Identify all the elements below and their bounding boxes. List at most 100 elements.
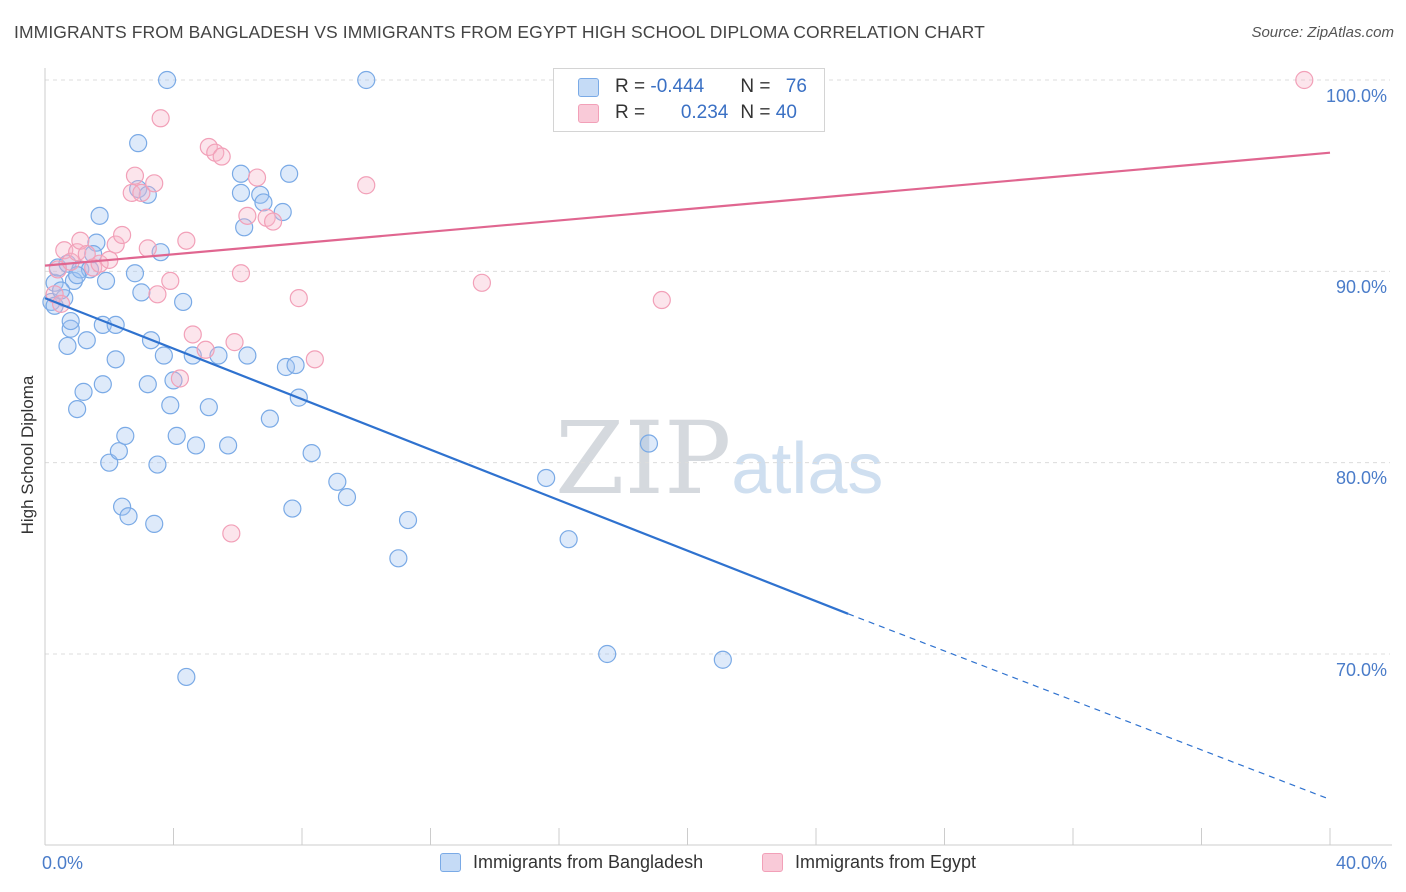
point-bangladesh-17 [93, 375, 112, 394]
point-egypt-23 [183, 325, 202, 344]
point-bangladesh-7 [61, 311, 80, 331]
point-bangladesh-62 [337, 488, 357, 507]
trend-line-egypt [44, 151, 1331, 267]
point-egypt-11 [106, 235, 125, 254]
point-egypt-13 [122, 183, 141, 202]
point-bangladesh-60 [302, 444, 321, 463]
point-bangladesh-41 [177, 667, 196, 687]
point-bangladesh-24 [116, 426, 135, 445]
point-bangladesh-18 [96, 271, 116, 290]
point-bangladesh-64 [389, 549, 408, 568]
point-bangladesh-65 [398, 510, 418, 530]
legend-r-value: 0.234 [680, 102, 729, 123]
point-egypt-20 [161, 271, 180, 290]
point-egypt-17 [145, 174, 164, 193]
point-bangladesh-5 [58, 336, 77, 356]
point-bangladesh-72 [84, 245, 103, 264]
point-egypt-12 [112, 225, 132, 245]
legend-n-label: N = [740, 76, 776, 97]
legend-n-value: 40 [775, 102, 797, 123]
point-bangladesh-35 [154, 346, 173, 365]
bottom-legend-bangladesh: Immigrants from Bangladesh [440, 852, 703, 873]
bottom-legend-label-egypt: Immigrants from Egypt [795, 852, 977, 872]
point-egypt-38 [472, 273, 491, 292]
point-bangladesh-48 [231, 164, 251, 183]
point-egypt-29 [225, 333, 244, 352]
point-bangladesh-54 [273, 202, 292, 222]
point-bangladesh-47 [231, 183, 251, 202]
source-label: Source: ZipAtlas.com [1251, 24, 1394, 41]
point-egypt-21 [170, 369, 190, 388]
point-bangladesh-11 [74, 382, 93, 401]
x-tick-label-max: 40.0% [1336, 853, 1388, 873]
point-bangladesh-53 [260, 409, 279, 428]
point-bangladesh-23 [112, 497, 132, 516]
point-egypt-18 [148, 285, 167, 304]
legend-row-bangladesh: R = -0.444 N = 76 [578, 75, 807, 99]
legend-r-label: R = [615, 76, 651, 97]
point-bangladesh-33 [148, 455, 167, 474]
legend-r-label: R = [615, 102, 651, 123]
point-bangladesh-69 [639, 434, 659, 453]
point-bangladesh-52 [254, 193, 273, 212]
point-egypt-22 [177, 231, 196, 250]
point-bangladesh-29 [132, 283, 151, 302]
y-tick-label-90: 90.0% [1336, 277, 1388, 297]
y-tick-label-100: 100.0% [1326, 86, 1388, 106]
legend-n-value: 76 [785, 76, 807, 97]
point-egypt-37 [357, 176, 376, 195]
point-bangladesh-39 [167, 426, 186, 445]
point-bangladesh-12 [77, 331, 96, 350]
point-egypt-28 [222, 524, 241, 543]
point-bangladesh-26 [125, 264, 145, 283]
point-egypt-36 [305, 350, 324, 369]
bottom-legend-swatch-egypt [762, 853, 783, 872]
point-bangladesh-50 [238, 346, 257, 365]
point-egypt-32 [247, 168, 267, 187]
watermark-zip: ZIP [555, 400, 732, 517]
point-egypt-24 [196, 340, 215, 359]
point-egypt-16 [138, 239, 157, 258]
legend-row-egypt: R = 0.234 N = 40 [578, 101, 797, 125]
point-egypt-35 [289, 289, 308, 308]
point-bangladesh-46 [219, 436, 238, 455]
point-bangladesh-9 [68, 399, 87, 419]
point-bangladesh-40 [174, 292, 193, 312]
point-bangladesh-6 [61, 319, 80, 338]
point-bangladesh-38 [164, 371, 183, 390]
point-bangladesh-66 [537, 468, 556, 488]
bottom-legend-egypt: Immigrants from Egypt [762, 852, 976, 873]
point-bangladesh-68 [598, 644, 617, 664]
point-egypt-34 [263, 212, 283, 231]
point-egypt-19 [151, 109, 170, 128]
trend-line-bangladesh [44, 297, 849, 615]
bottom-legend-label-bangladesh: Immigrants from Bangladesh [473, 852, 704, 872]
y-tick-label-80: 80.0% [1336, 468, 1388, 488]
point-bangladesh-71 [138, 185, 157, 204]
point-bangladesh-44 [199, 398, 218, 417]
legend-n-label: N = [740, 102, 776, 123]
point-bangladesh-49 [235, 218, 254, 237]
legend-swatch-bangladesh [578, 77, 599, 97]
point-egypt-30 [231, 264, 251, 283]
point-bangladesh-28 [129, 134, 148, 153]
point-bangladesh-20 [106, 350, 125, 369]
legend-swatch-egypt [578, 103, 599, 123]
point-bangladesh-37 [161, 396, 180, 415]
point-bangladesh-30 [138, 375, 157, 394]
point-bangladesh-67 [559, 530, 578, 549]
point-bangladesh-32 [145, 514, 164, 533]
legend-r-value: -0.444 [650, 76, 705, 97]
stats-legend: R = -0.444 N = 76 R = 0.234 N = 40 [553, 68, 825, 132]
point-bangladesh-58 [286, 355, 305, 375]
watermark: ZIPatlas [555, 400, 883, 517]
point-bangladesh-43 [186, 436, 206, 455]
bottom-legend-swatch-bangladesh [440, 853, 461, 872]
y-tick-label-70: 70.0% [1336, 660, 1388, 680]
point-egypt-39 [652, 290, 671, 310]
point-bangladesh-56 [280, 164, 299, 183]
point-egypt-40 [1295, 70, 1314, 90]
point-egypt-31 [238, 206, 257, 225]
point-bangladesh-57 [283, 499, 302, 518]
